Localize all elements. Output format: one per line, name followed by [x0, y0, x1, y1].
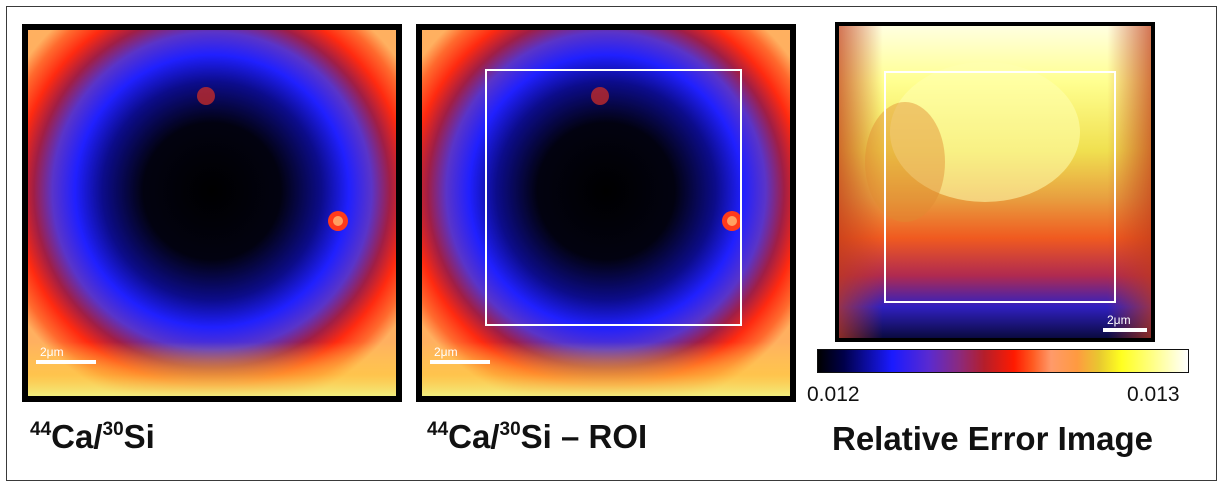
caption-relative-error: Relative Error Image: [832, 420, 1153, 457]
scale-bar-label: 2μm: [40, 345, 64, 359]
colorbar-max-label: 0.013: [1127, 383, 1180, 406]
colorbar-min-label: 0.012: [807, 383, 860, 406]
relative-error-image: 2μm: [835, 22, 1155, 342]
scale-bar-label: 2μm: [1107, 313, 1131, 327]
ratio-roi-map-image: 2μm: [416, 24, 796, 402]
scale-bar-label: 2μm: [434, 345, 458, 359]
roi-box: [485, 69, 742, 326]
caption-ratio: 44Ca/30Si: [30, 418, 155, 455]
caption-ratio-roi: 44Ca/30Si – ROI: [427, 418, 648, 455]
roi-box: [884, 71, 1116, 303]
ratio-map-image: 2μm: [22, 24, 402, 402]
colorbar: [817, 349, 1189, 373]
